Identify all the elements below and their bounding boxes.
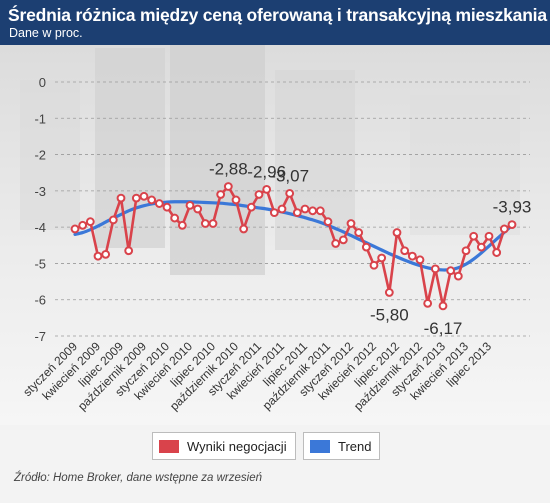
y-tick-label: -4: [34, 220, 46, 235]
data-point-wyniki: [476, 242, 486, 252]
chart-title: Średnia różnica między ceną oferowaną i …: [8, 5, 547, 25]
data-point-wyniki: [507, 220, 517, 230]
y-tick-label: 0: [39, 75, 46, 90]
legend-item-trend: Trend: [303, 432, 381, 460]
data-point-wyniki: [93, 251, 103, 261]
data-label: -2,88: [209, 160, 248, 179]
data-point-wyniki: [239, 224, 249, 234]
data-point-wyniki: [285, 188, 295, 198]
data-point-wyniki: [85, 217, 95, 227]
data-point-wyniki: [338, 235, 348, 245]
data-point-wyniki: [400, 246, 410, 256]
data-point-wyniki: [154, 199, 164, 208]
data-point-wyniki: [162, 202, 172, 212]
y-tick-label: -5: [34, 256, 46, 271]
data-point-wyniki: [147, 195, 157, 205]
data-label: -3,93: [493, 198, 532, 217]
background-photo-buildings: [0, 45, 550, 425]
data-label: -3,07: [270, 166, 309, 185]
data-point-wyniki: [208, 219, 218, 228]
data-point-wyniki: [185, 200, 195, 210]
series-layer: [70, 182, 517, 311]
y-tick-label: -7: [34, 329, 46, 344]
data-point-wyniki: [300, 204, 310, 214]
data-point-wyniki: [177, 220, 187, 230]
data-point-wyniki: [354, 228, 364, 237]
data-point-wyniki: [193, 204, 203, 214]
data-point-wyniki: [438, 301, 448, 311]
data-point-wyniki: [423, 298, 433, 308]
legend-label-wyniki: Wyniki negocjacji: [187, 438, 287, 454]
y-tick-label: -1: [34, 111, 46, 126]
data-point-wyniki: [139, 191, 149, 201]
data-point-wyniki: [392, 228, 402, 237]
chart-subtitle: Dane w proc.: [9, 26, 83, 40]
data-label: -5,80: [370, 305, 409, 324]
data-point-wyniki: [484, 231, 494, 241]
data-point-wyniki: [262, 185, 272, 194]
data-point-wyniki: [200, 219, 210, 228]
legend-item-wyniki-negocjacji: Wyniki negocjacji: [152, 432, 296, 460]
data-point-wyniki: [499, 224, 509, 234]
data-point-wyniki: [170, 213, 180, 223]
y-tick-label: -6: [34, 293, 46, 308]
y-axis: 0 -1 -2 -3 -4 -5 -6 -7: [34, 75, 46, 344]
data-point-wyniki: [369, 260, 379, 270]
data-point-wyniki: [323, 217, 333, 227]
data-point-wyniki: [461, 246, 471, 256]
data-point-wyniki: [415, 255, 425, 265]
data-label: -6,17: [424, 319, 463, 338]
data-point-wyniki: [70, 224, 80, 234]
annotations: -2,88 -2,96-3,07 -5,80 -6,17 -3,93: [209, 160, 531, 338]
data-point-wyniki: [246, 202, 256, 212]
legend-swatch-trend: [310, 439, 330, 453]
data-point-wyniki: [231, 195, 241, 205]
data-point-wyniki: [101, 249, 111, 259]
data-point-wyniki: [346, 219, 356, 228]
data-point-wyniki: [331, 239, 341, 248]
legend-swatch-wyniki: [159, 439, 179, 453]
data-point-wyniki: [361, 242, 371, 252]
data-point-wyniki: [131, 193, 141, 203]
data-point-wyniki: [277, 204, 287, 214]
data-point-wyniki: [254, 190, 264, 199]
y-tick-label: -3: [34, 184, 46, 199]
y-grid: [55, 81, 530, 337]
data-point-wyniki: [446, 266, 456, 276]
data-point-wyniki: [384, 288, 394, 297]
data-point-wyniki: [469, 231, 479, 241]
header-bar: Średnia różnica między ceną oferowaną i …: [0, 0, 550, 45]
data-point-wyniki: [216, 190, 226, 199]
data-point-wyniki: [116, 193, 126, 203]
data-point-wyniki: [269, 208, 279, 218]
source-note: Źródło: Home Broker, dane wstępne za wrz…: [14, 472, 263, 484]
data-label: -2,96: [247, 162, 286, 181]
data-point-wyniki: [377, 253, 387, 263]
data-point-wyniki: [492, 248, 502, 257]
data-point-wyniki: [407, 251, 417, 261]
data-point-wyniki: [223, 182, 233, 191]
y-tick-label: -2: [34, 148, 46, 163]
data-point-wyniki: [453, 271, 463, 281]
data-point-wyniki: [430, 264, 440, 274]
data-point-wyniki: [315, 206, 325, 216]
data-point-wyniki: [292, 208, 302, 218]
data-point-wyniki: [308, 206, 318, 216]
legend-label-trend: Trend: [338, 438, 372, 454]
data-point-wyniki: [108, 215, 118, 225]
data-point-wyniki: [124, 246, 134, 256]
data-point-wyniki: [78, 220, 88, 230]
